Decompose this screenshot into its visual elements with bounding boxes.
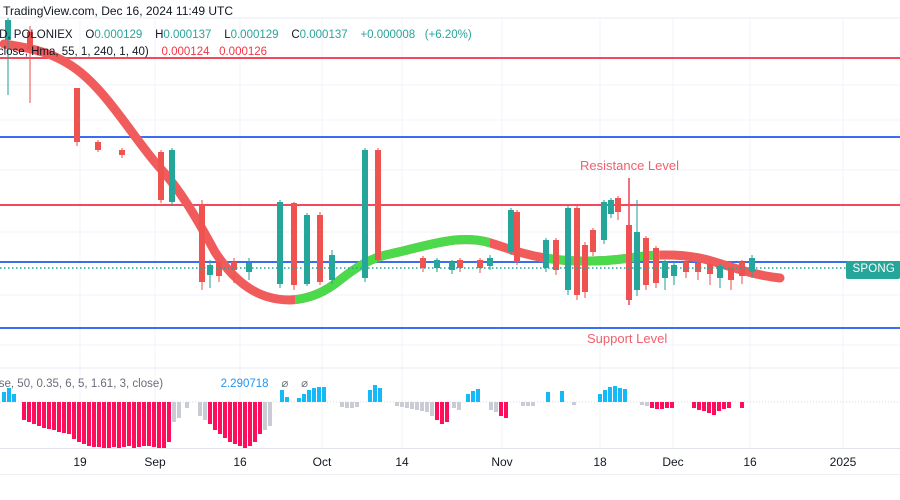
horizontal-level-lines [0, 57, 900, 329]
x-axis-tick-1: Sep [144, 455, 166, 469]
x-axis-ticks[interactable]: 19 Sep 16 Oct 14 Nov 18 Dec 16 2025 [0, 455, 900, 475]
x-axis-tick-7: Dec [662, 455, 684, 469]
sub-indicator-na-1: ⌀ [281, 378, 289, 390]
x-axis-tick-2: 16 [233, 455, 247, 469]
x-axis-bottom-border [0, 474, 900, 475]
x-axis-tick-3: Oct [312, 455, 332, 469]
sub-indicator-na-2: ⌀ [301, 378, 309, 390]
symbol-label: D, 1D, POLONIEX [0, 29, 73, 41]
chart-legend-indicator[interactable]: o (close, Hma, 55, 1, 240, 1, 40) 0.0001… [0, 46, 267, 58]
low-label: L [224, 29, 231, 41]
x-axis-tick-8: 16 [743, 455, 757, 469]
x-axis-tick-4: 14 [395, 455, 409, 469]
x-axis-tick-6: 18 [593, 455, 607, 469]
x-axis-tick-0: 19 [73, 455, 87, 469]
open-value: 0.000129 [94, 29, 143, 41]
attribution-text: ed on TradingView.com, Dec 16, 2024 11:4… [0, 4, 234, 18]
change-percent: (+6.20%) [424, 29, 472, 41]
indicator-histogram [0, 385, 900, 448]
indicator-value-2: 0.000126 [219, 46, 268, 58]
high-value: 0.000137 [163, 29, 212, 41]
indicator-params: (close, Hma, 55, 1, 240, 1, 40) [0, 46, 149, 58]
current-price-tag[interactable]: SPONG [846, 261, 900, 279]
resistance-level-annotation[interactable]: Resistance Level [580, 158, 679, 173]
close-value: 0.000137 [299, 29, 348, 41]
sub-indicator-value: 2.290718 [220, 378, 269, 390]
grid-lines [0, 17, 900, 448]
high-label: H [155, 29, 164, 41]
support-level-annotation[interactable]: Support Level [587, 331, 668, 346]
low-value: 0.000129 [230, 29, 279, 41]
x-axis-separator [0, 448, 900, 449]
x-axis-tick-5: Nov [491, 455, 513, 469]
sub-panel-legend[interactable]: B, close, 50, 0.35, 6, 5, 1.61, 3, close… [0, 376, 308, 390]
close-label: C [291, 29, 300, 41]
x-axis-tick-9: 2025 [829, 455, 857, 469]
open-label: O [85, 29, 95, 41]
change-value: +0.000008 [360, 29, 416, 41]
sub-indicator-params: , close, 50, 0.35, 6, 5, 1.61, 3, close) [0, 378, 164, 390]
indicator-value-1: 0.000124 [161, 46, 210, 58]
chart-legend-ohlc[interactable]: D, 1D, POLONIEX O0.000129 H0.000137 L0.0… [0, 29, 472, 41]
